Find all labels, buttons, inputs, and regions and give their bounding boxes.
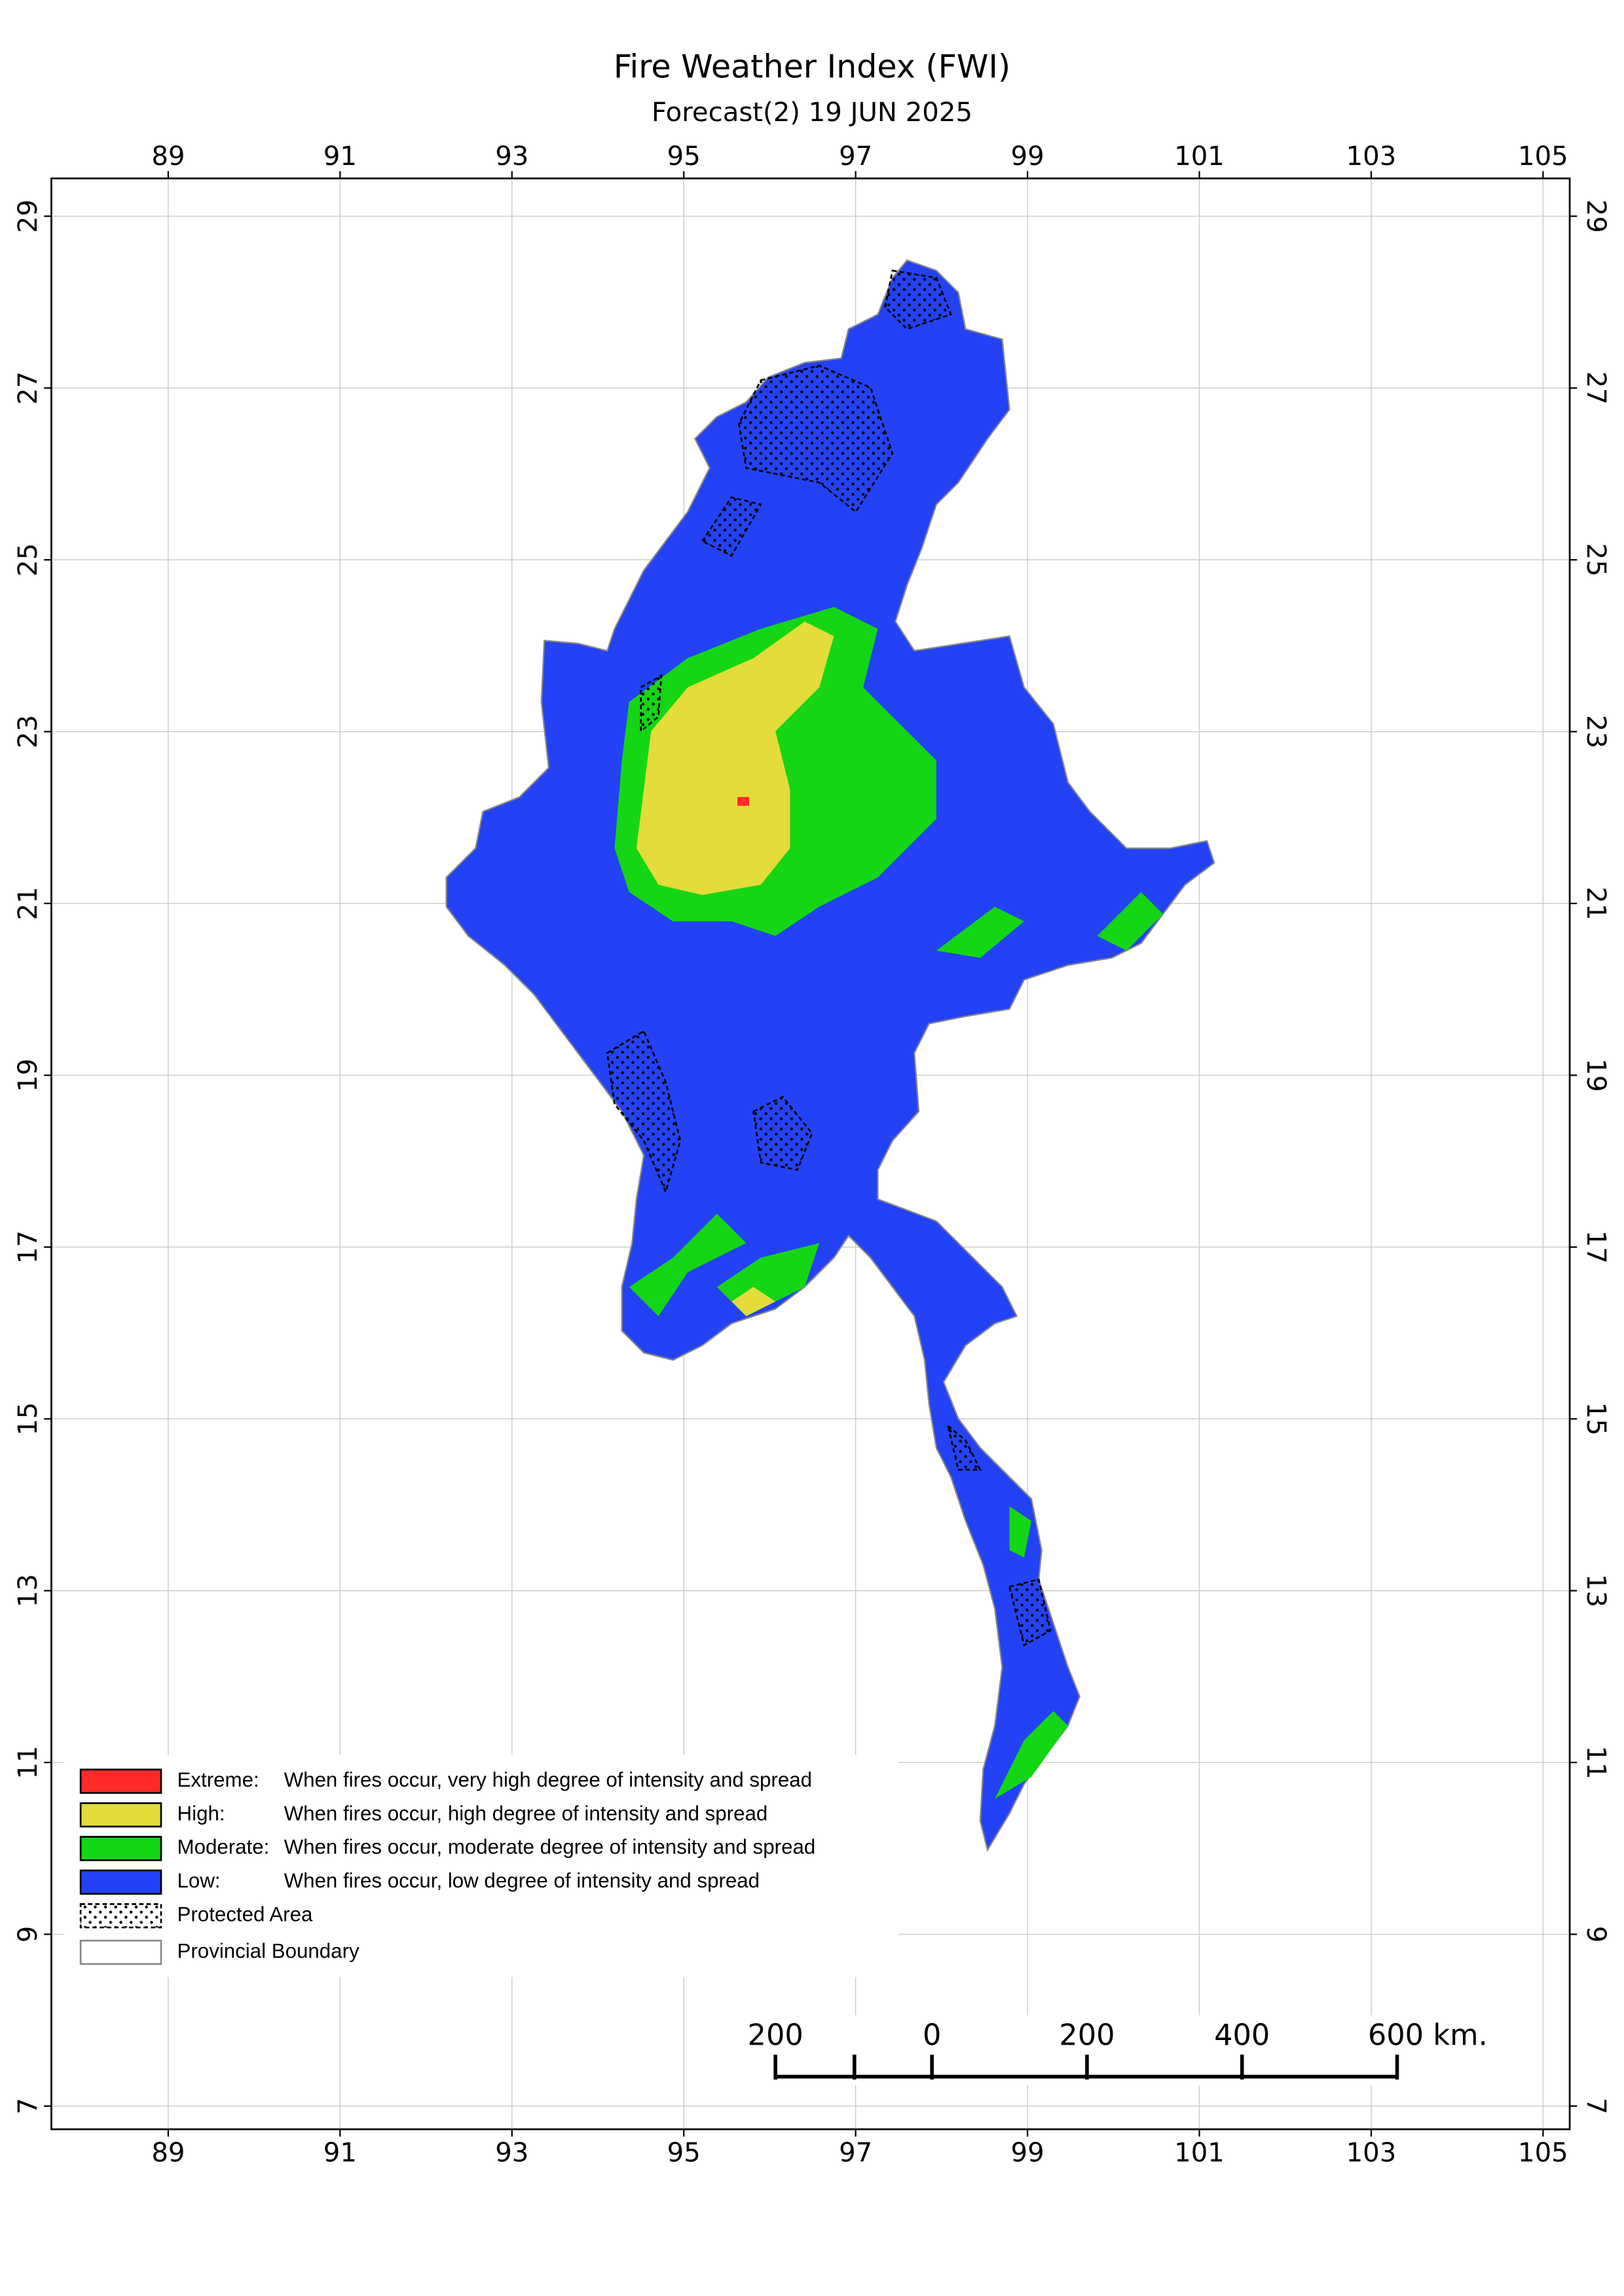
lon-label: 99 <box>1011 141 1044 172</box>
scale-label: 200 <box>748 2018 803 2052</box>
lon-label: 91 <box>323 141 357 172</box>
lat-label: 29 <box>13 200 43 233</box>
lon-label: 97 <box>839 141 872 172</box>
map-subtitle: Forecast(2) 19 JUN 2025 <box>652 98 972 128</box>
legend: Extreme: When fires occur, very high degr… <box>79 1768 816 1965</box>
lon-label: 93 <box>495 141 528 172</box>
lon-label: 93 <box>495 2138 528 2168</box>
legend-panel <box>64 1755 898 1978</box>
legend-description: When fires occur, moderate degree of int… <box>284 1836 816 1859</box>
lat-label: 13 <box>13 1574 43 1607</box>
legend-label: Protected Area <box>177 1903 313 1925</box>
scale-label: 400 <box>1214 2018 1270 2052</box>
lat-label: 11 <box>13 1746 43 1779</box>
lat-label: 19 <box>1581 1059 1611 1092</box>
lat-label: 29 <box>1581 200 1611 233</box>
legend-description: When fires occur, high degree of intensi… <box>284 1802 768 1825</box>
map-frame <box>50 177 1571 2130</box>
lat-label: 9 <box>13 1926 43 1943</box>
lat-label: 25 <box>1581 543 1611 577</box>
legend-swatch <box>79 1836 162 1861</box>
lat-label: 15 <box>13 1402 43 1436</box>
extreme-area <box>737 797 749 806</box>
legend-label: Moderate: <box>177 1836 270 1859</box>
legend-swatch <box>79 1802 162 1828</box>
lon-label: 103 <box>1346 141 1397 172</box>
lat-label: 13 <box>1581 1574 1611 1607</box>
lat-label: 7 <box>1581 2098 1611 2115</box>
legend-swatch <box>79 1903 162 1929</box>
lat-label: 27 <box>1581 371 1611 405</box>
moderate-area <box>614 607 1164 1799</box>
legend-label: Provincial Boundary <box>177 1939 360 1962</box>
map-title: Fire Weather Index (FWI) <box>614 47 1010 85</box>
legend-swatch <box>79 1869 162 1895</box>
scale-bar <box>773 2054 1399 2080</box>
scale-bar-panel <box>731 2015 1522 2086</box>
lon-label: 99 <box>1011 2138 1044 2168</box>
lon-label: 101 <box>1174 141 1225 172</box>
lon-label: 105 <box>1518 141 1568 172</box>
lon-label: 89 <box>151 141 185 172</box>
lat-label: 27 <box>13 371 43 405</box>
scale-bar-labels: 200 0 200 400 600 km. <box>748 2018 1488 2052</box>
lon-label: 91 <box>323 2138 357 2168</box>
scale-label: 600 km. <box>1368 2018 1488 2052</box>
legend-label: High: <box>177 1802 225 1825</box>
lon-label: 105 <box>1518 2138 1568 2168</box>
lon-label: 103 <box>1346 2138 1397 2168</box>
lon-label: 101 <box>1174 2138 1225 2168</box>
legend-description: When fires occur, low degree of intensit… <box>284 1869 760 1892</box>
lon-label: 89 <box>151 2138 185 2168</box>
lon-label: 97 <box>839 2138 872 2168</box>
lat-label: 25 <box>13 543 43 577</box>
lat-label: 23 <box>13 715 43 748</box>
lat-label: 17 <box>1581 1230 1611 1264</box>
legend-label: Extreme: <box>177 1768 259 1791</box>
legend-swatch <box>79 1939 162 1965</box>
lat-label: 23 <box>1581 715 1611 748</box>
high-area <box>636 621 834 1317</box>
legend-description: When fires occur, very high degree of in… <box>284 1768 812 1791</box>
scale-label: 200 <box>1059 2018 1115 2052</box>
lat-label: 11 <box>1581 1746 1611 1779</box>
lat-label: 21 <box>13 886 43 920</box>
lat-label: 7 <box>13 2098 43 2115</box>
protected-area <box>606 269 1052 1647</box>
lat-label: 21 <box>1581 886 1611 920</box>
lat-label: 9 <box>1581 1926 1611 1943</box>
low-area <box>445 259 1215 1852</box>
lat-label: 15 <box>1581 1402 1611 1436</box>
lon-label: 95 <box>667 2138 701 2168</box>
legend-swatch <box>79 1768 162 1794</box>
lat-label: 17 <box>13 1230 43 1264</box>
lat-label: 19 <box>13 1059 43 1092</box>
country-shape <box>445 259 1215 1852</box>
legend-label: Low: <box>177 1869 221 1892</box>
scale-label: 0 <box>923 2018 941 2052</box>
lon-label: 95 <box>667 141 701 172</box>
